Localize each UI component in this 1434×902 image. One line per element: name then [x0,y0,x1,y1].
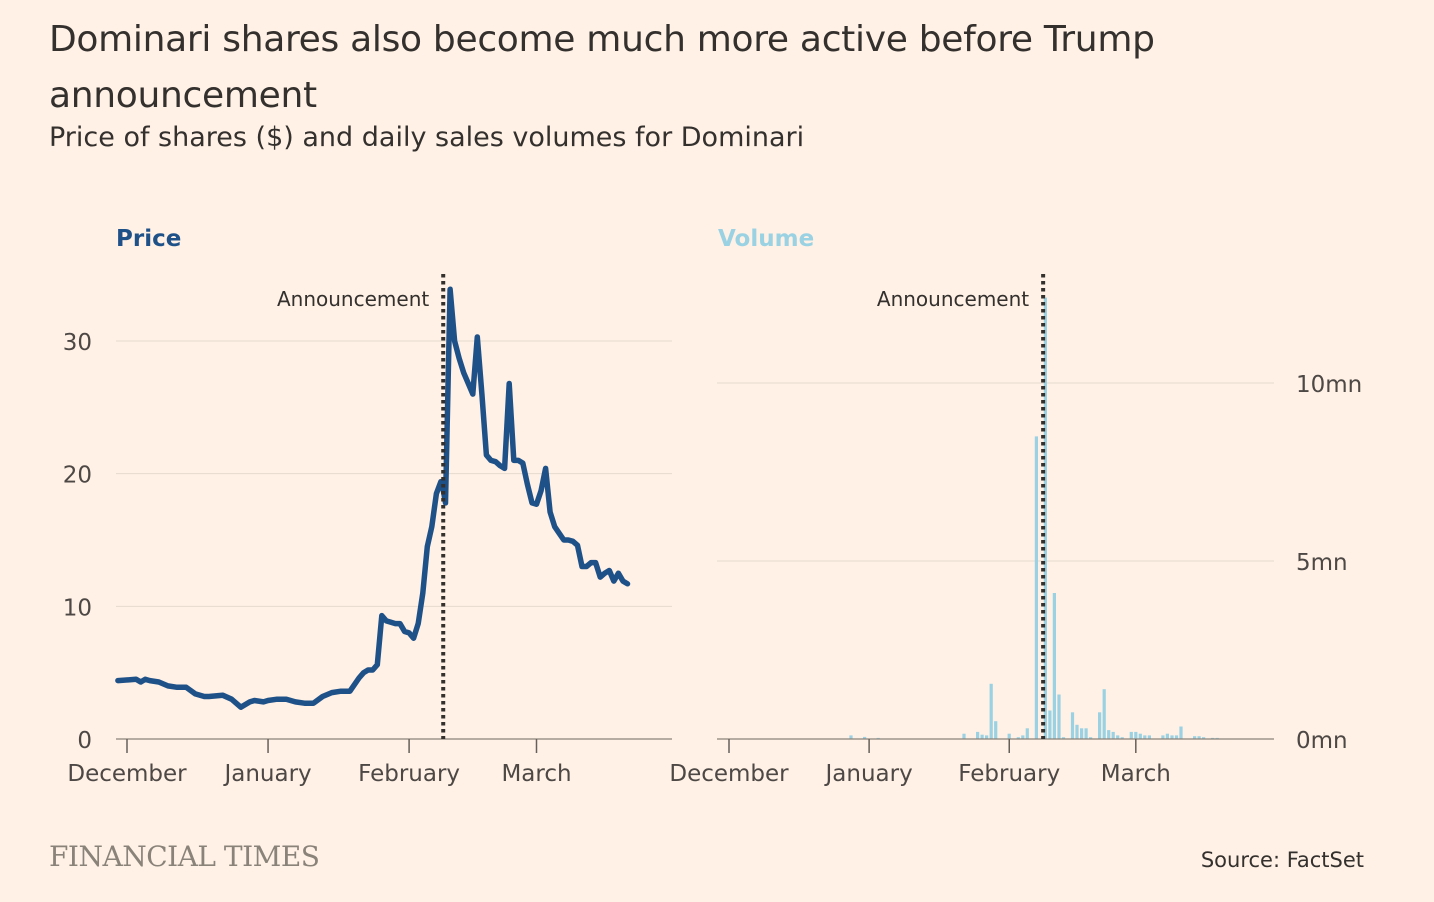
price-x-tick-label: March [501,761,571,787]
volume-y-gridlines [717,382,1274,562]
volume-bar [863,736,867,739]
price-y-tick-label: 10 [63,595,92,621]
volume-x-tick-label: February [958,761,1060,787]
volume-bar [1089,737,1093,739]
volume-bar [1111,731,1115,739]
volume-bar [1202,737,1206,739]
volume-bar [1161,735,1165,739]
volume-bar [1080,728,1084,739]
volume-bar [1102,689,1106,739]
volume-bar [1174,735,1179,739]
price-x-tick-label: January [222,761,311,787]
volume-bar [1025,728,1029,739]
volume-panel-title: Volume [718,226,814,252]
volume-bar [1034,436,1038,739]
volume-bar [1120,737,1124,739]
chart-subtitle: Price of shares ($) and daily sales volu… [49,122,805,153]
price-y-tick-labels: 0 10 20 30 [63,330,92,754]
price-y-tick-label: 30 [63,330,92,356]
volume-bar [1043,297,1047,739]
volume-x-tick-label: March [1101,761,1171,787]
volume-panel: Volume 0mn 5mn 10mn December January Februar… [669,226,1362,787]
volume-bar [1193,736,1197,739]
volume-bar [1057,694,1061,739]
volume-bar [1107,730,1111,739]
source-note: Source: FactSet [1200,848,1364,872]
price-panel-title: Price [116,226,181,252]
price-y-tick-label: 20 [63,463,92,489]
charts-canvas: Price 0 10 20 30 December January February Mar… [63,226,1363,787]
volume-x-ticks [728,739,1137,753]
volume-bar [994,721,998,739]
volume-x-tick-label: December [669,761,789,787]
volume-bar [1048,710,1052,739]
volume-x-tick-label: January [824,761,913,787]
volume-bar [1098,712,1102,739]
volume-bar [1007,733,1011,739]
price-panel: Price 0 10 20 30 December January February Mar… [63,226,672,787]
price-y-tick-label: 0 [77,728,92,754]
volume-y-tick-label: 10mn [1296,372,1362,398]
volume-bar [1143,735,1147,739]
price-x-tick-label: December [67,761,187,787]
volume-bar [1021,735,1025,739]
volume-bar [976,731,980,739]
price-announcement-label: Announcement [277,287,429,311]
volume-bar [1129,731,1133,739]
volume-bar [1170,735,1174,739]
volume-announcement-label: Announcement [877,287,1029,311]
volume-bar [1061,737,1066,739]
volume-y-tick-label: 5mn [1296,550,1348,576]
volume-bar [1197,736,1201,739]
volume-bar [1116,735,1120,739]
price-y-gridlines [116,340,672,607]
volume-bar [1075,724,1079,739]
price-x-ticks [126,739,538,753]
ft-logo: FINANCIAL TIMES [49,840,320,873]
chart-title: Dominari shares also become much more ac… [49,19,1155,116]
volume-bar [1084,728,1088,739]
volume-bar [1165,733,1169,739]
volume-x-tick-labels: December January February March [669,761,1171,787]
volume-bar [1052,593,1056,739]
volume-bar [1070,712,1075,739]
price-x-tick-label: February [358,761,460,787]
volume-bar [962,733,966,739]
volume-bars [849,297,1219,739]
volume-bar [849,735,853,739]
volume-bar [1147,735,1151,739]
volume-bar [1016,737,1020,739]
volume-bar [985,735,989,739]
volume-y-tick-label: 0mn [1296,728,1348,754]
volume-y-tick-labels: 0mn 5mn 10mn [1296,372,1362,754]
price-x-tick-labels: December January February March [67,761,571,787]
volume-bar [1134,731,1138,739]
volume-bar [1138,733,1142,739]
volume-bar [980,734,984,739]
volume-bar [1179,726,1183,739]
price-series-line [115,286,631,710]
volume-bar [989,683,993,739]
